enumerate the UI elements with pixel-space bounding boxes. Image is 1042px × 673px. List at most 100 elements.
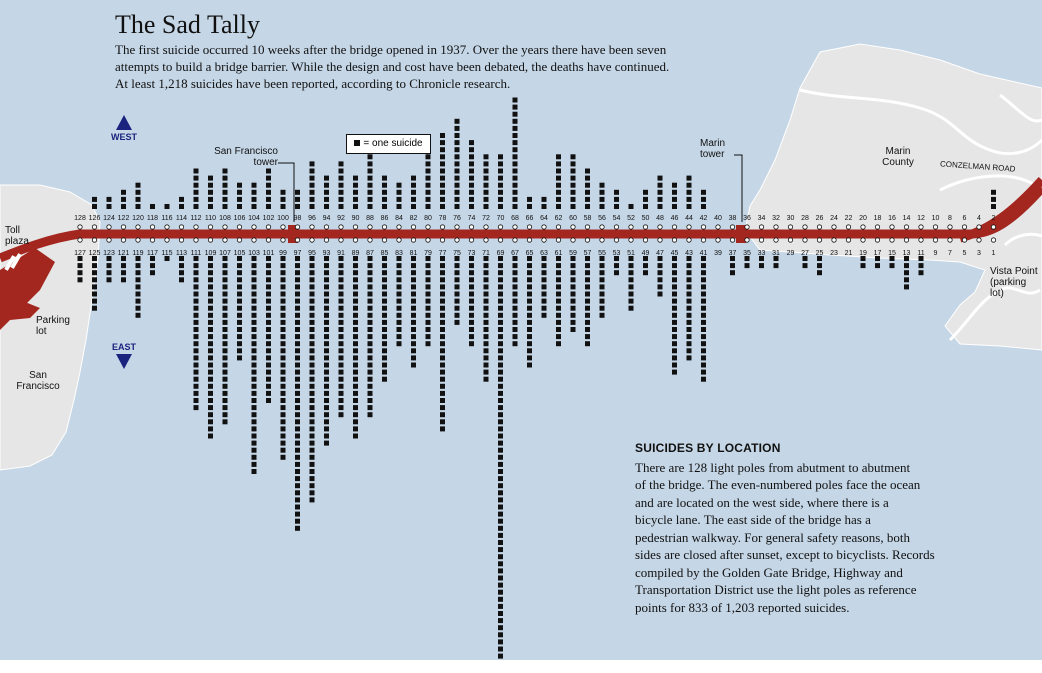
suicide-marker: [541, 312, 547, 318]
suicide-markers: [77, 97, 996, 659]
pole-number-label: 22: [845, 215, 853, 222]
suicide-marker: [338, 412, 344, 418]
suicide-marker: [353, 298, 358, 304]
suicide-marker: [498, 518, 503, 524]
suicide-marker: [367, 341, 373, 347]
suicide-marker: [440, 133, 445, 138]
suicide-marker: [367, 312, 373, 318]
suicide-marker: [483, 270, 489, 276]
suicide-marker: [701, 305, 706, 311]
suicide-marker: [367, 284, 373, 290]
suicide-marker: [222, 204, 228, 209]
suicide-marker: [440, 298, 445, 304]
pole-99-markers: [280, 256, 286, 460]
suicide-marker: [440, 355, 445, 361]
suicide-marker: [251, 189, 257, 195]
suicide-marker: [396, 256, 402, 261]
suicide-marker: [237, 298, 242, 304]
pole-48-markers: [657, 175, 663, 209]
light-pole-90: [352, 224, 359, 230]
suicide-marker: [266, 196, 271, 202]
pole-number-label: 98: [294, 215, 302, 222]
suicide-marker: [483, 362, 489, 368]
suicide-marker: [193, 298, 199, 304]
suicide-marker: [585, 189, 590, 195]
suicide-marker: [512, 147, 518, 153]
suicide-marker: [106, 270, 112, 276]
pole-118-markers: [150, 204, 155, 209]
suicide-marker: [179, 270, 184, 276]
suicide-marker: [454, 298, 460, 304]
suicide-marker: [266, 312, 271, 318]
light-pole-56: [599, 224, 605, 230]
suicide-marker: [382, 270, 387, 276]
suicide-marker: [353, 433, 358, 439]
suicide-marker: [135, 270, 141, 276]
pole-number-label: 86: [381, 215, 389, 222]
suicide-marker: [425, 161, 431, 167]
label-line: tower: [253, 157, 278, 168]
suicide-marker: [208, 419, 213, 425]
suicide-marker: [280, 440, 286, 446]
suicide-marker: [222, 419, 228, 425]
suicide-marker: [585, 277, 590, 283]
suicide-marker: [353, 196, 358, 202]
suicide-marker: [266, 204, 271, 209]
suicide-marker: [193, 376, 199, 382]
suicide-marker: [672, 270, 677, 276]
light-pole-50: [642, 224, 649, 230]
suicide-marker: [193, 263, 199, 269]
suicide-marker: [425, 256, 431, 261]
pole-number-label: 126: [89, 215, 101, 222]
suicide-marker: [585, 291, 590, 297]
pole-number-label: 57: [584, 250, 592, 257]
pole-123-markers: [106, 256, 112, 283]
suicide-marker: [411, 362, 416, 368]
suicide-marker: [570, 256, 576, 261]
pole-number-label: 58: [584, 215, 592, 222]
suicide-marker: [179, 196, 184, 202]
suicide-marker: [106, 263, 112, 269]
suicide-marker: [512, 270, 518, 276]
suicide-marker: [991, 189, 996, 195]
suicide-marker: [628, 284, 634, 290]
light-pole-88: [367, 224, 373, 230]
suicide-marker: [701, 348, 706, 354]
suicide-marker: [512, 334, 518, 340]
suicide-marker: [469, 319, 474, 325]
pole-89-markers: [353, 256, 358, 439]
suicide-marker: [353, 348, 358, 354]
suicide-marker: [541, 270, 547, 276]
light-pole-84: [396, 224, 402, 230]
suicide-marker: [512, 104, 518, 110]
suicide-marker: [440, 277, 445, 283]
suicide-marker: [193, 256, 199, 261]
suicide-marker: [701, 263, 706, 269]
pole-number-label: 19: [859, 250, 867, 257]
pole-number-label: 4: [977, 215, 981, 222]
suicide-marker: [556, 284, 561, 290]
suicide-marker: [222, 291, 228, 297]
suicide-marker: [251, 284, 257, 290]
light-pole-44: [686, 224, 692, 230]
suicide-marker: [512, 189, 518, 195]
suicide-marker: [338, 390, 344, 396]
suicide-marker: [904, 270, 909, 276]
suicide-marker: [237, 334, 242, 340]
suicide-marker: [280, 390, 286, 396]
pole-number-label: 59: [569, 250, 577, 257]
up-arrow-icon: [116, 115, 132, 130]
suicide-marker: [193, 383, 199, 389]
suicide-marker: [382, 369, 387, 375]
light-pole-121: [120, 237, 127, 243]
suicide-marker: [512, 196, 518, 202]
pole-90-markers: [353, 175, 358, 209]
suicide-marker: [295, 433, 300, 439]
pole-number-label: 10: [932, 215, 940, 222]
suicide-marker: [498, 405, 503, 411]
suicide-marker: [193, 327, 199, 332]
pole-63-markers: [541, 256, 547, 318]
light-pole-82: [410, 224, 417, 230]
suicide-marker: [512, 154, 518, 160]
